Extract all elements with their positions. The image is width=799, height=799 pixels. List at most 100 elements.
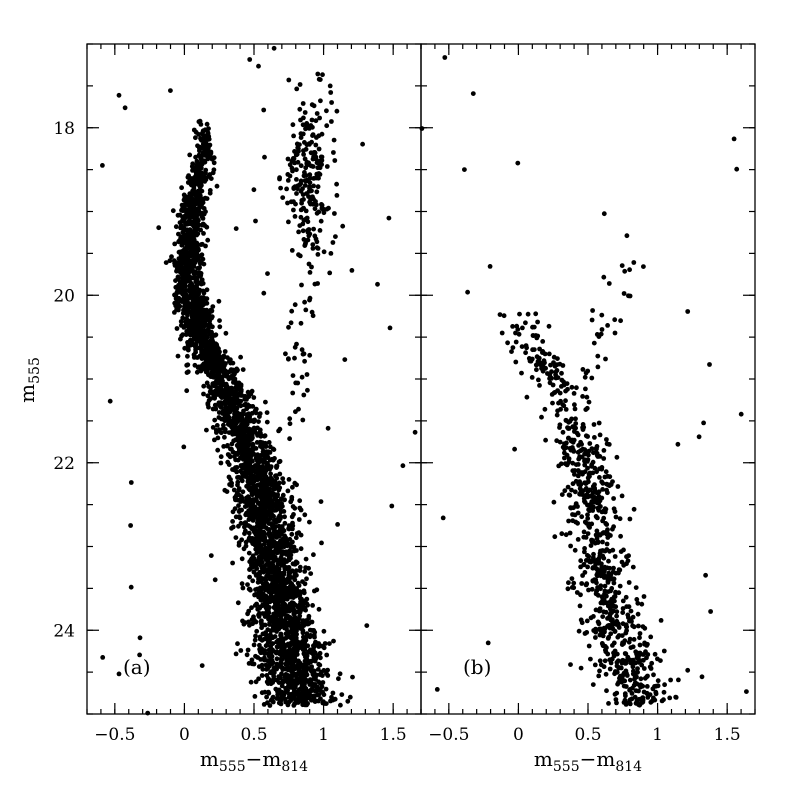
data-point-a xyxy=(303,668,309,674)
data-point-a xyxy=(185,228,191,234)
data-point-b xyxy=(609,576,615,581)
data-point-a xyxy=(312,150,318,155)
data-point-b xyxy=(626,293,631,299)
data-point-a xyxy=(258,657,264,662)
data-point-a xyxy=(324,652,330,658)
data-point-a xyxy=(281,636,286,642)
data-point-a xyxy=(237,392,243,398)
data-point-b xyxy=(551,499,557,505)
data-point-a xyxy=(116,671,122,677)
data-point-a xyxy=(307,142,312,147)
data-point-a xyxy=(240,473,246,478)
data-point-a xyxy=(189,268,194,273)
data-point-a xyxy=(191,200,197,206)
data-point-a xyxy=(281,582,287,588)
data-point-a xyxy=(195,223,201,229)
data-point-b xyxy=(563,417,569,423)
data-point-b xyxy=(611,653,617,659)
data-point-a xyxy=(187,318,193,324)
data-point-a xyxy=(321,628,327,634)
data-point-a xyxy=(183,235,189,241)
data-point-a xyxy=(310,133,315,139)
data-point-a xyxy=(345,698,351,704)
data-point-b xyxy=(536,377,541,383)
data-point-b xyxy=(569,487,574,493)
data-point-b xyxy=(610,617,615,623)
data-point-b xyxy=(590,508,596,513)
data-point-a xyxy=(289,648,294,653)
data-point-a xyxy=(268,471,273,477)
data-point-a xyxy=(276,674,282,679)
data-point-a xyxy=(266,690,272,696)
data-point-a xyxy=(274,624,280,630)
data-point-b xyxy=(540,349,546,354)
data-point-b xyxy=(465,289,470,295)
data-point-b xyxy=(641,666,647,671)
data-point-b xyxy=(565,484,571,490)
data-point-a xyxy=(259,690,265,696)
data-point-b xyxy=(623,651,629,657)
data-point-a xyxy=(305,643,311,649)
data-point-a xyxy=(194,194,200,200)
data-point-b xyxy=(588,656,593,662)
data-point-a xyxy=(246,619,251,625)
data-point-a xyxy=(272,586,278,592)
data-point-b xyxy=(585,553,590,558)
data-point-a xyxy=(271,45,277,51)
data-point-a xyxy=(199,170,204,176)
data-point-a xyxy=(234,366,240,372)
data-point-b xyxy=(585,531,591,536)
data-point-a xyxy=(293,409,298,415)
data-point-b xyxy=(591,340,597,346)
data-point-a xyxy=(301,651,307,657)
data-point-b xyxy=(566,492,572,498)
data-point-b xyxy=(582,469,588,475)
data-point-a xyxy=(264,673,270,678)
data-point-b xyxy=(555,408,560,414)
data-point-b xyxy=(584,618,590,624)
data-point-a xyxy=(234,387,240,393)
data-point-a xyxy=(262,532,267,538)
data-point-a xyxy=(184,270,190,276)
data-point-b xyxy=(593,514,599,519)
data-point-a xyxy=(210,374,215,380)
data-point-a xyxy=(258,589,263,595)
data-point-b xyxy=(607,611,613,617)
data-point-b xyxy=(604,531,609,537)
data-point-a xyxy=(239,495,245,501)
data-point-b xyxy=(485,640,491,646)
data-point-a xyxy=(307,352,313,358)
data-point-b xyxy=(635,611,641,617)
data-point-b xyxy=(575,462,581,467)
data-point-b xyxy=(528,358,534,364)
data-point-b xyxy=(590,682,596,687)
data-point-b xyxy=(594,588,600,593)
data-point-b xyxy=(580,573,585,578)
data-point-b xyxy=(525,311,531,317)
data-point-a xyxy=(196,256,201,262)
data-point-b xyxy=(630,564,636,570)
data-point-a xyxy=(314,174,319,180)
data-point-a xyxy=(264,517,270,523)
data-point-a xyxy=(181,307,186,313)
data-point-b xyxy=(582,493,588,498)
data-point-a xyxy=(310,685,315,691)
data-point-a xyxy=(320,206,326,212)
data-point-a xyxy=(235,600,241,606)
data-point-a xyxy=(310,603,315,608)
data-point-a xyxy=(300,686,305,692)
data-point-b xyxy=(597,608,602,614)
data-point-a xyxy=(301,152,306,157)
data-point-a xyxy=(328,251,334,256)
data-point-a xyxy=(298,163,304,169)
x-axis-title-a: m555−m814 xyxy=(200,747,308,775)
data-point-a xyxy=(307,692,313,698)
data-point-a xyxy=(277,502,283,508)
data-point-a xyxy=(303,700,309,705)
data-point-a xyxy=(203,175,209,181)
data-point-b xyxy=(580,488,586,494)
data-point-a xyxy=(288,685,294,690)
data-point-b xyxy=(613,589,618,595)
data-point-a xyxy=(238,648,244,653)
data-point-a xyxy=(278,529,284,535)
